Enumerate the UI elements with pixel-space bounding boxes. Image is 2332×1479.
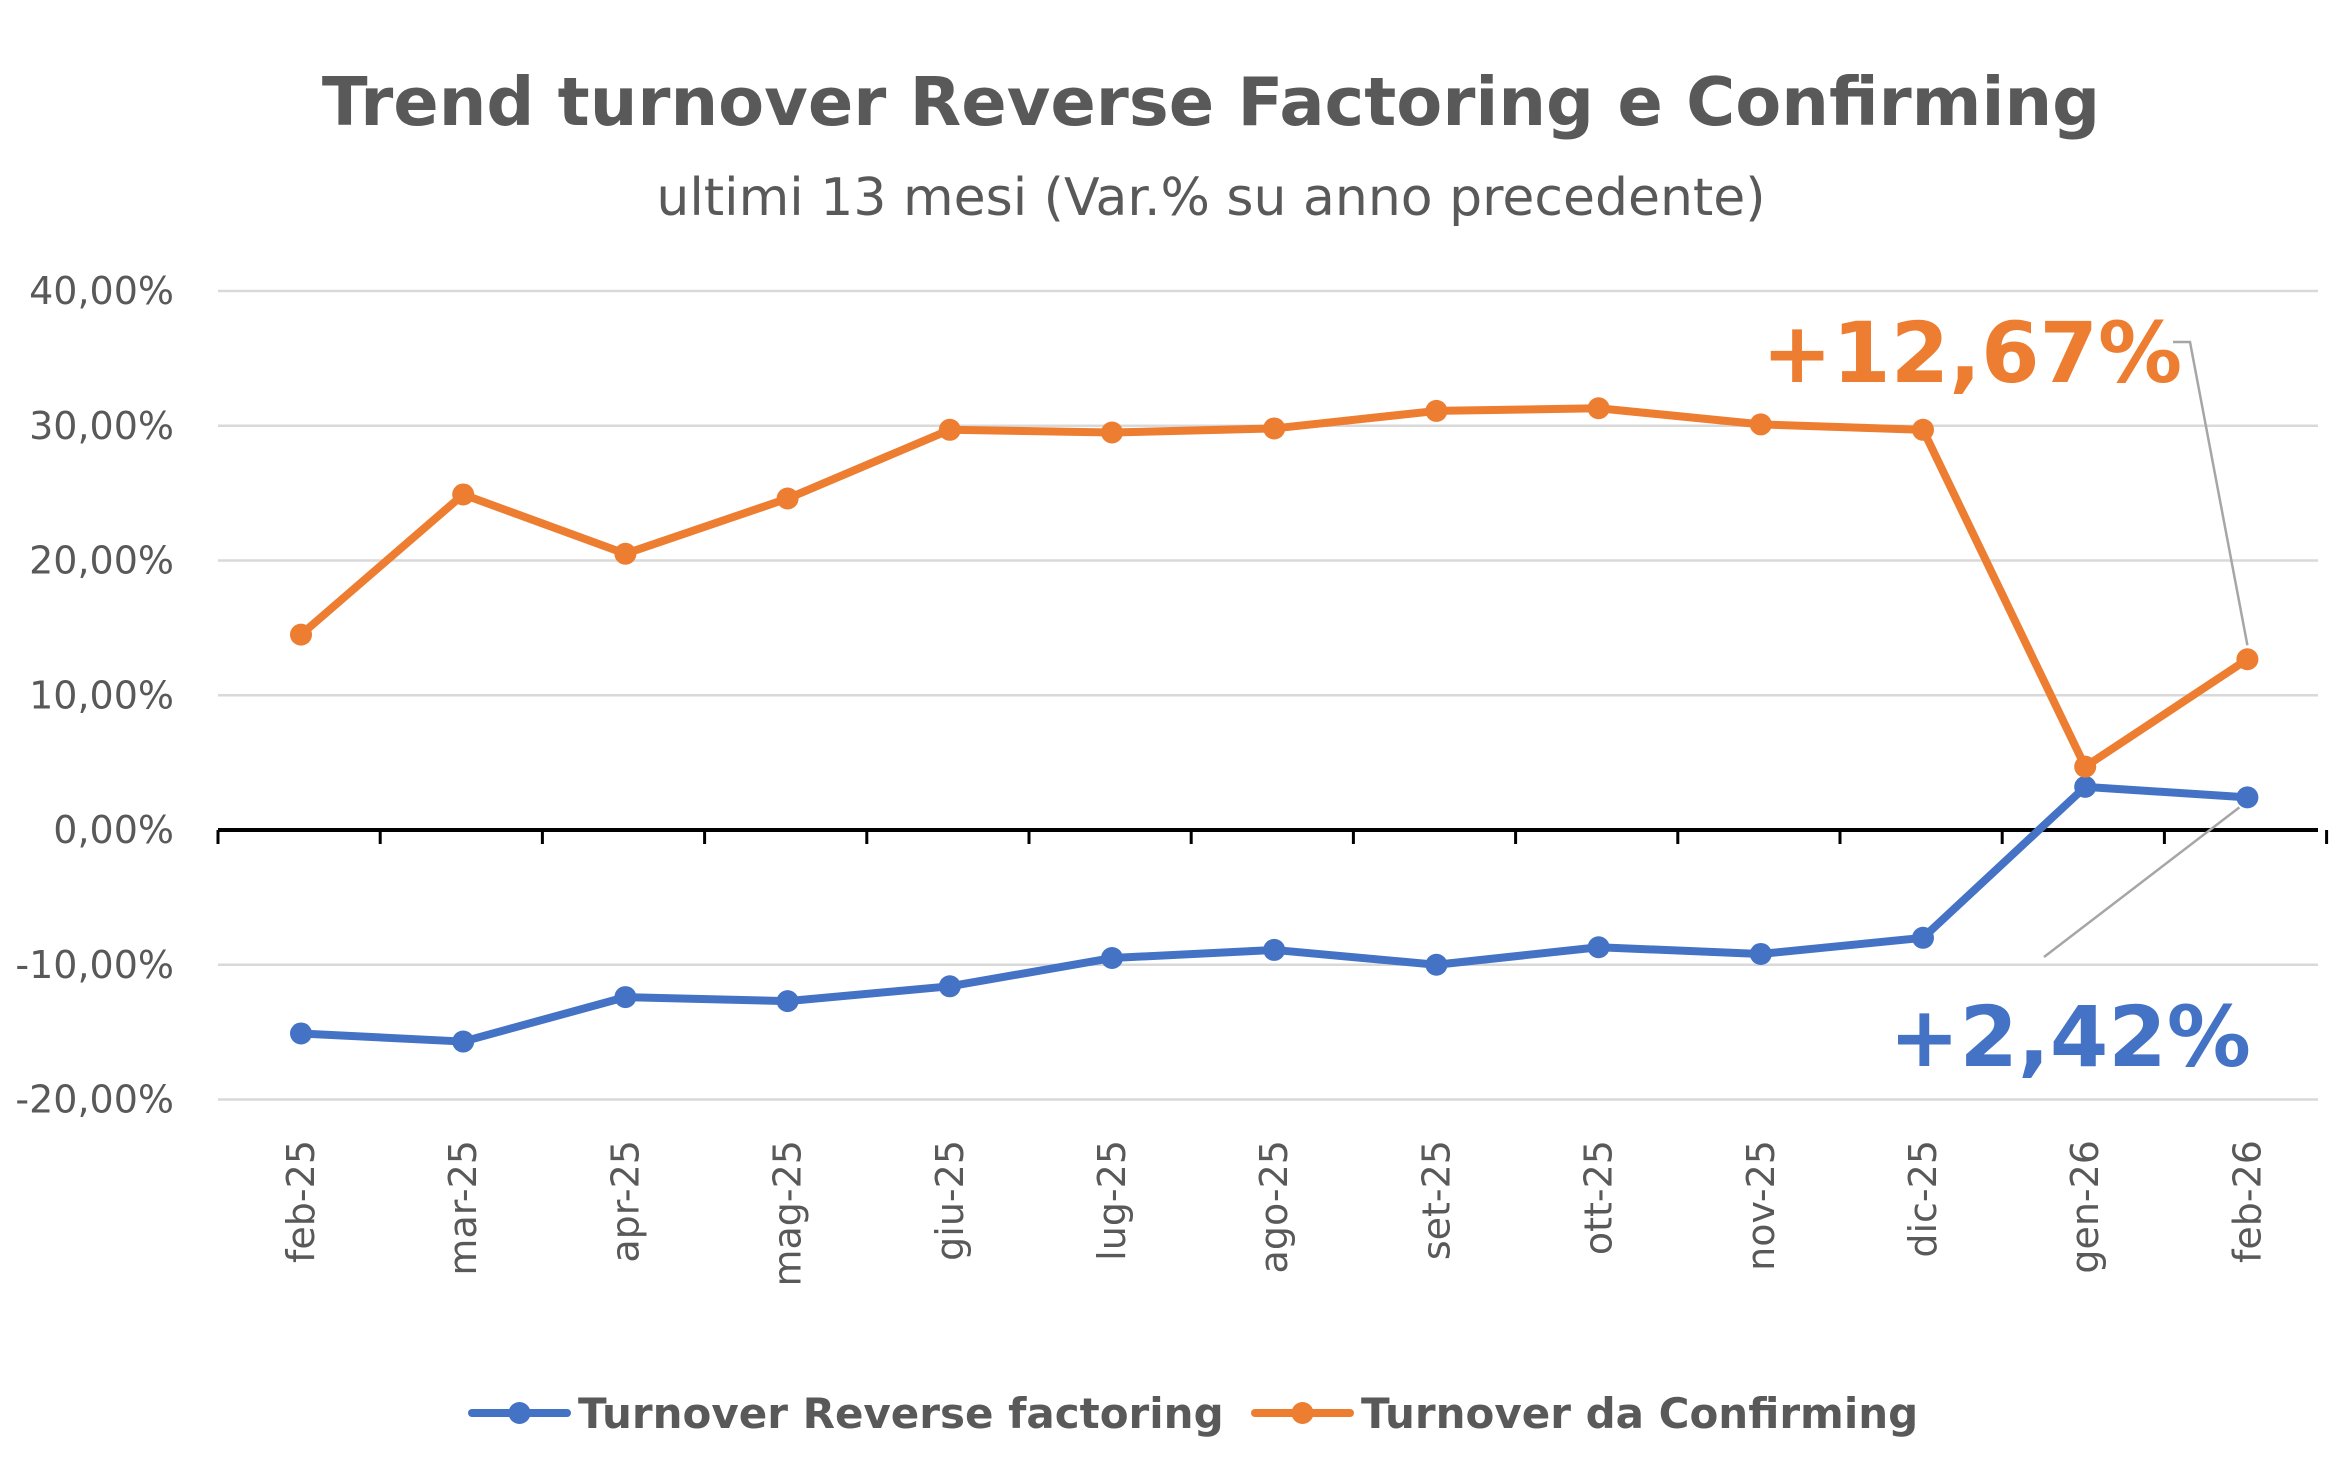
legend-swatch-marker	[508, 1402, 531, 1424]
data-point	[1749, 942, 1772, 965]
annotation-reverse-factoring: +2,42%	[1889, 988, 2251, 1086]
data-point	[290, 1022, 312, 1045]
data-point	[290, 623, 312, 646]
data-point	[776, 487, 799, 510]
y-tick-label: -10,00%	[15, 943, 174, 987]
x-tick-label: feb-25	[279, 1140, 323, 1263]
y-tick-label: 40,00%	[29, 269, 174, 313]
chart-subtitle: ultimi 13 mesi (Var.% su anno precedente…	[656, 168, 1765, 228]
data-point	[2074, 775, 2097, 798]
data-point	[938, 975, 961, 998]
leader-line	[2173, 340, 2249, 646]
x-tick-label: apr-25	[603, 1140, 647, 1263]
data-point	[1425, 953, 1448, 976]
data-point	[776, 990, 799, 1013]
data-point	[1425, 399, 1448, 422]
x-tick-label: lug-25	[1090, 1140, 1134, 1261]
x-tick-label: gen-26	[2063, 1140, 2107, 1274]
y-tick-label: 0,00%	[53, 808, 174, 852]
annotation-confirming: +12,67%	[1762, 304, 2182, 402]
y-tick-label: 30,00%	[29, 404, 174, 448]
data-point	[452, 1030, 475, 1053]
x-tick-label: feb-26	[2225, 1140, 2269, 1263]
gridlines	[218, 289, 2318, 1101]
x-tick-label: ago-25	[1252, 1140, 1296, 1273]
y-tick-label: 20,00%	[29, 539, 174, 583]
data-point	[1587, 936, 1610, 959]
data-point	[614, 542, 637, 565]
y-tick-label: 10,00%	[29, 673, 174, 717]
data-point	[614, 986, 637, 1009]
x-tick-label: mag-25	[766, 1140, 810, 1287]
data-point	[938, 418, 961, 441]
chart-title: Trend turnover Reverse Factoring e Confi…	[322, 63, 2100, 141]
legend-label: Turnover da Confirming	[1361, 1389, 1918, 1438]
x-tick-label: giu-25	[928, 1140, 972, 1261]
y-tick-label: -20,00%	[15, 1078, 174, 1122]
data-point	[1912, 926, 1934, 949]
data-point	[1263, 417, 1286, 440]
data-point	[1263, 938, 1286, 961]
x-tick-label: mar-25	[441, 1140, 485, 1276]
data-point	[2074, 755, 2097, 778]
data-point	[1749, 413, 1772, 436]
legend-label: Turnover Reverse factoring	[578, 1389, 1224, 1438]
data-point	[452, 483, 475, 506]
x-tick-label: dic-25	[1901, 1140, 1945, 1258]
data-point	[1101, 947, 1123, 970]
leader-line	[2043, 806, 2241, 958]
legend-swatch-marker	[1291, 1402, 1314, 1424]
data-point	[2236, 648, 2259, 671]
x-tick-label: set-25	[1414, 1140, 1458, 1260]
series-lines	[290, 397, 2259, 1053]
data-point	[1587, 397, 1610, 420]
data-point	[2236, 786, 2259, 809]
series-line-confirming	[297, 404, 2252, 771]
axes: 40,00% 30,00% 20,00% 10,00% 0,00% -10,00% -20,…	[15, 269, 2329, 1287]
annotations: +12,67% +2,42%	[1762, 304, 2251, 1086]
x-tick-label: ott-25	[1577, 1140, 1621, 1255]
x-tick-label: nov-25	[1739, 1140, 1783, 1271]
legend: Turnover Reverse factoring Turnover da Co…	[468, 1389, 1918, 1438]
data-point	[1101, 421, 1123, 444]
data-point	[1912, 418, 1934, 441]
